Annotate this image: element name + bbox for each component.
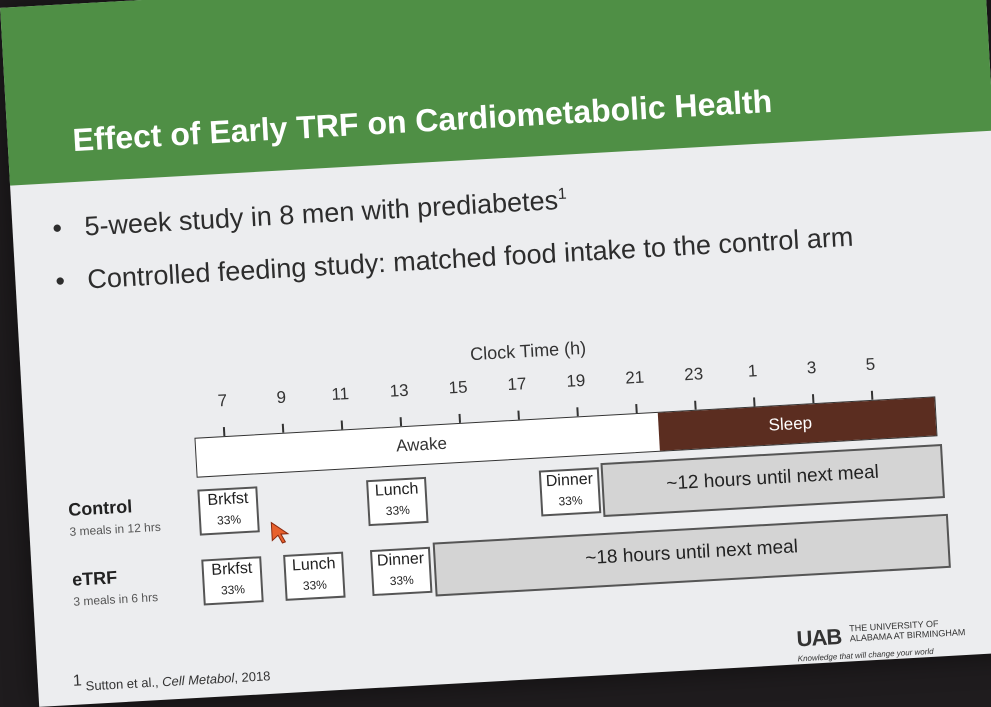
control-lunch-box: Lunch 33%: [366, 476, 429, 527]
tick-label: 9: [276, 387, 287, 408]
tick-label: 7: [217, 390, 228, 411]
uab-logo: UAB THE UNIVERSITY OF ALABAMA AT BIRMING…: [795, 617, 967, 664]
control-dinner-box: Dinner 33%: [538, 467, 602, 517]
clock-time-axis-title: Clock Time (h): [469, 337, 587, 365]
tick-mark: [340, 420, 344, 430]
uab-logo-mark: UAB: [795, 623, 842, 652]
control-row-label: Control 3 meals in 12 hrs: [68, 495, 161, 539]
meal-label: Dinner: [545, 470, 594, 491]
tick-label: 17: [506, 374, 527, 395]
tick-mark: [753, 397, 756, 407]
bullet-dot-icon: •: [54, 266, 66, 297]
meal-label: Lunch: [374, 480, 419, 500]
tick-label: 1: [747, 361, 758, 381]
meal-percent: 33%: [385, 502, 411, 519]
etrf-row-label: eTRF 3 meals in 6 hrs: [71, 565, 159, 609]
tick-label: 11: [330, 384, 350, 405]
meal-percent: 33%: [220, 582, 246, 598]
etrf-fasting-bar: ~18 hours until next meal: [432, 513, 951, 597]
etrf-breakfast-box: Brkfst 33%: [201, 556, 264, 606]
control-fasting-bar: ~12 hours until next meal: [600, 444, 945, 518]
tick-mark: [576, 407, 579, 417]
meal-label: Lunch: [291, 555, 336, 575]
control-name: Control: [67, 496, 133, 520]
etrf-lunch-box: Lunch 33%: [283, 551, 346, 601]
tick-label: 5: [865, 354, 876, 375]
meal-percent: 33%: [389, 572, 415, 589]
meal-label: Brkfst: [210, 559, 253, 579]
tick-label: 3: [806, 357, 817, 378]
meal-percent: 33%: [558, 493, 583, 509]
mouse-pointer-icon: [270, 521, 290, 544]
ref-year: , 2018: [233, 668, 271, 686]
control-subtitle: 3 meals in 12 hrs: [69, 519, 162, 539]
etrf-name: eTRF: [71, 567, 118, 590]
meal-percent: 33%: [302, 577, 328, 593]
tick-label: 15: [448, 377, 469, 398]
bullet-list: • 5-week study in 8 men with prediabetes…: [52, 162, 917, 316]
bullet-dot-icon: •: [51, 212, 63, 244]
tick-label: 13: [389, 380, 410, 401]
bullet-text: 5-week study in 8 men with prediabetes: [83, 185, 559, 242]
tick-label: 21: [624, 367, 645, 388]
slide-header: [0, 0, 991, 186]
tick-label: 23: [683, 364, 704, 385]
tick-mark: [399, 417, 403, 427]
sleep-label: Sleep: [768, 413, 813, 435]
ref-authors: Sutton et al.,: [85, 674, 163, 694]
tick-mark: [811, 394, 815, 404]
tick-mark: [635, 403, 638, 414]
footnote-reference: 1 Sutton et al., Cell Metabol, 2018: [72, 662, 270, 694]
tick-mark: [694, 400, 697, 410]
sleep-segment: Sleep: [657, 397, 937, 451]
meal-label: Brkfst: [207, 489, 249, 510]
ref-journal: Cell Metabol: [161, 670, 235, 690]
tick-mark: [870, 390, 874, 400]
uab-logo-name: THE UNIVERSITY OF ALABAMA AT BIRMINGHAM: [849, 617, 966, 644]
footnote-number: 1: [72, 672, 83, 690]
tick-mark: [281, 423, 285, 433]
etrf-dinner-box: Dinner 33%: [369, 546, 433, 597]
etrf-subtitle: 3 meals in 6 hrs: [73, 590, 159, 609]
meal-percent: 33%: [216, 512, 242, 528]
tick-mark: [458, 413, 462, 423]
awake-label: Awake: [395, 433, 448, 456]
footnote-marker: 1: [557, 185, 568, 204]
tick-mark: [222, 427, 226, 437]
tick-label: 19: [565, 370, 586, 391]
tick-mark: [517, 410, 520, 420]
meal-label: Dinner: [376, 550, 425, 570]
control-breakfast-box: Brkfst 33%: [197, 486, 260, 536]
